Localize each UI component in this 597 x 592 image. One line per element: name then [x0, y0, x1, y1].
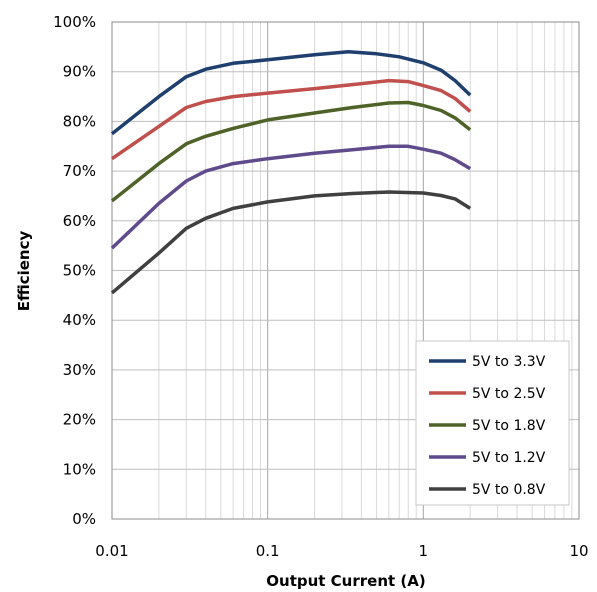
y-tick-label: 20%	[63, 411, 96, 429]
legend-item: 5V to 2.5V	[429, 386, 546, 402]
y-tick-label: 90%	[63, 63, 96, 81]
x-axis-title: Output Current (A)	[266, 572, 425, 590]
legend-item: 5V to 1.8V	[429, 418, 546, 434]
legend-label: 5V to 3.3V	[472, 354, 546, 370]
legend: 5V to 3.3V 5V to 2.5V 5V to 1.8V 5V to 1.2V…	[415, 340, 570, 506]
y-tick-label: 100%	[53, 13, 96, 31]
y-tick-label: 50%	[63, 262, 96, 280]
legend-label: 5V to 1.2V	[472, 450, 546, 466]
y-tick-label: 40%	[63, 311, 96, 329]
series-lines	[110, 50, 472, 295]
x-tick-label: 0.01	[95, 542, 128, 560]
legend-label: 5V to 0.8V	[472, 482, 546, 498]
y-tick-label: 30%	[63, 361, 96, 379]
series-line-3	[110, 100, 472, 203]
legend-label: 5V to 2.5V	[472, 386, 546, 402]
y-tick-label: 70%	[63, 162, 96, 180]
y-tick-label: 80%	[63, 112, 96, 130]
plot-area-border	[111, 21, 580, 520]
y-axis-title: Efficiency	[15, 231, 33, 312]
series-line-5	[110, 190, 472, 295]
legend-item: 5V to 0.8V	[429, 482, 546, 498]
legend-item: 5V to 1.2V	[429, 450, 546, 466]
y-tick-label: 0%	[72, 510, 96, 528]
series-line-4	[110, 144, 472, 250]
legend-label: 5V to 1.8V	[472, 418, 546, 434]
legend-item: 5V to 3.3V	[429, 354, 546, 370]
y-tick-label: 60%	[63, 212, 96, 230]
y-axis-ticks: 0% 10% 20% 30% 40% 50% 60% 70% 80% 90% 100%	[53, 13, 96, 528]
series-line-2	[111, 78, 472, 161]
x-axis-ticks: 0.01 0.1 1 10	[95, 542, 588, 560]
x-tick-label: 1	[419, 542, 429, 560]
plot-frame	[111, 21, 580, 520]
series-line-1	[110, 50, 472, 136]
y-tick-label: 10%	[63, 460, 96, 478]
legend-box	[415, 340, 570, 506]
x-tick-label: 0.1	[256, 542, 280, 560]
x-tick-label: 10	[569, 542, 588, 560]
